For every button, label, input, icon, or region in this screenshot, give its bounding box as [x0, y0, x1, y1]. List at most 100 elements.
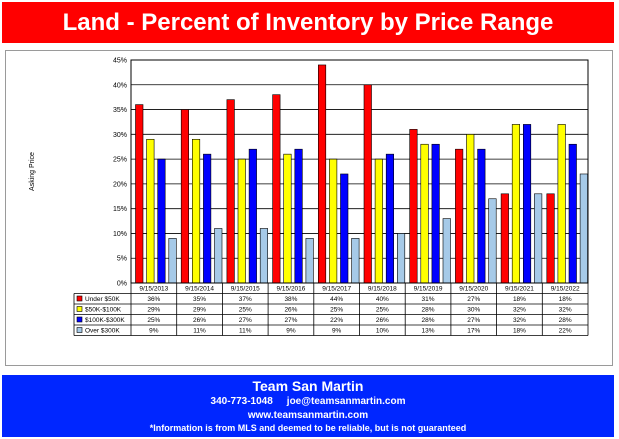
bar — [329, 158, 338, 284]
data-label: 36% — [147, 296, 160, 303]
bar — [579, 173, 588, 284]
data-label: 11% — [193, 328, 206, 335]
legend-swatch — [76, 306, 83, 312]
y-tick-label: 20% — [113, 181, 127, 188]
bar — [534, 193, 543, 284]
bar — [363, 84, 372, 284]
y-tick-label: 0% — [117, 281, 127, 288]
bar — [168, 238, 177, 284]
data-label: 28% — [559, 317, 572, 324]
data-label: 11% — [239, 328, 252, 335]
x-category-label: 9/15/2015 — [231, 286, 260, 293]
bar — [455, 148, 464, 284]
bar — [522, 124, 532, 284]
data-label: 27% — [239, 317, 252, 324]
bar — [511, 124, 521, 284]
bar — [146, 138, 155, 284]
bar — [477, 148, 486, 284]
x-category-label: 9/15/2020 — [459, 286, 488, 293]
data-label: 26% — [193, 317, 206, 324]
bar — [248, 148, 257, 284]
x-category-label: 9/15/2021 — [505, 286, 534, 293]
legend-entry: $100K-$300K — [85, 317, 125, 324]
bar — [192, 138, 201, 284]
bar — [283, 153, 292, 284]
data-label: 27% — [284, 317, 297, 324]
bar — [374, 158, 383, 284]
x-category-label: 9/15/2022 — [551, 286, 580, 293]
data-label: 32% — [513, 307, 526, 314]
data-label: 9% — [286, 328, 296, 335]
bar — [259, 228, 268, 284]
bar — [409, 129, 418, 284]
bar — [157, 158, 166, 284]
data-label: 18% — [559, 296, 572, 303]
data-label: 18% — [513, 328, 526, 335]
data-label: 9% — [149, 328, 159, 335]
data-label: 28% — [422, 307, 435, 314]
data-label: 25% — [239, 307, 252, 314]
data-label: 9% — [332, 328, 342, 335]
data-label: 25% — [330, 307, 343, 314]
data-label: 28% — [422, 317, 435, 324]
data-label: 26% — [376, 317, 389, 324]
chart-frame: 0% 5% 10% 15% 20% 25% 30% 35% 40% 45% Asking Price… — [5, 50, 613, 366]
bar — [420, 143, 429, 284]
bar — [226, 99, 235, 284]
data-label: 25% — [147, 317, 160, 324]
data-label: 44% — [330, 296, 343, 303]
footer-phone[interactable]: 340-773-1048 — [210, 396, 273, 407]
data-label: 32% — [513, 317, 526, 324]
legend-swatch — [76, 327, 83, 333]
bar — [500, 193, 509, 284]
data-label: 18% — [513, 296, 526, 303]
data-label: 13% — [422, 328, 435, 335]
bar — [272, 94, 281, 284]
data-label: 38% — [284, 296, 297, 303]
data-label: 37% — [239, 296, 252, 303]
bar — [135, 104, 144, 284]
bar — [214, 228, 223, 284]
bar — [237, 158, 246, 284]
bar — [431, 143, 440, 284]
legend-entry: Under $50K — [85, 296, 120, 303]
legend-entry: Over $300K — [85, 328, 120, 335]
y-axis-label: Asking Price — [29, 152, 36, 191]
y-tick-label: 15% — [113, 206, 127, 213]
footer: Team San Martin 340-773-1048 joe@teamsanm… — [2, 375, 614, 437]
footer-website[interactable]: www.teamsanmartin.com — [247, 410, 369, 421]
bar — [442, 218, 451, 284]
data-label: 27% — [467, 317, 480, 324]
data-label: 26% — [284, 307, 297, 314]
data-label: 25% — [376, 307, 389, 314]
y-tick-label: 10% — [113, 231, 127, 238]
y-tick-label: 40% — [113, 82, 127, 89]
legend-swatch — [76, 295, 83, 302]
data-label: 31% — [422, 296, 435, 303]
data-label: 22% — [559, 328, 572, 335]
bar — [180, 109, 189, 284]
bar — [340, 173, 349, 284]
data-label: 10% — [376, 328, 389, 335]
x-category-label: 9/15/2013 — [139, 286, 168, 293]
legend-swatch — [76, 316, 83, 323]
bar — [351, 238, 360, 284]
x-category-label: 9/15/2016 — [276, 286, 305, 293]
bar — [317, 64, 327, 284]
y-tick-label: 45% — [113, 58, 127, 65]
bar — [385, 153, 395, 284]
data-label: 27% — [467, 296, 480, 303]
x-category-label: 9/15/2014 — [185, 286, 214, 293]
footer-email[interactable]: joe@teamsanmartin.com — [286, 396, 406, 407]
y-tick-label: 30% — [113, 132, 127, 139]
bar — [466, 134, 475, 284]
data-label: 17% — [467, 328, 480, 335]
y-tick-label: 35% — [113, 107, 127, 114]
bar — [568, 143, 577, 284]
data-label: 22% — [330, 317, 343, 324]
x-category-label: 9/15/2018 — [368, 286, 397, 293]
data-label: 29% — [147, 307, 160, 314]
data-label: 32% — [559, 307, 572, 314]
chart-title: Land - Percent of Inventory by Price Ran… — [2, 2, 614, 43]
legend-entry: $50K-$100K — [85, 307, 122, 314]
